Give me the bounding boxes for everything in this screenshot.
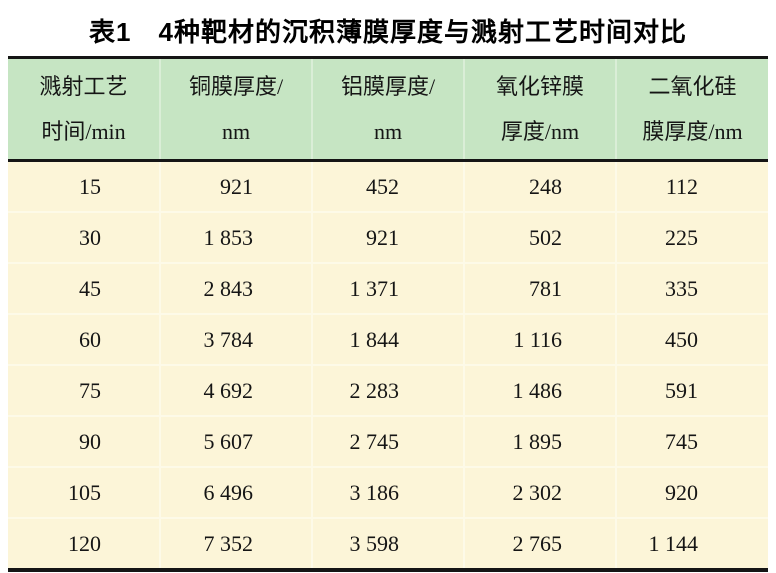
table-row: 90 5 607 2 745 1 895 745 xyxy=(8,415,768,467)
table-row: 105 6 496 3 186 2 302 920 xyxy=(8,466,768,518)
cell-zno: 2 765 xyxy=(463,517,616,570)
cell-cu: 4 692 xyxy=(159,364,312,416)
column-header-line1: 铝膜厚度/ xyxy=(340,74,436,99)
table-row: 75 4 692 2 283 1 486 591 xyxy=(8,364,768,416)
table-row: 45 2 843 1 371 781 335 xyxy=(8,262,768,314)
cell-sio2: 920 xyxy=(615,466,768,518)
cell-zno: 2 302 xyxy=(463,466,616,518)
cell-time: 30 xyxy=(8,211,160,263)
table-title: 表1 4种靶材的沉积薄膜厚度与溅射工艺时间对比 xyxy=(89,17,687,47)
column-header-cu: 铜膜厚度/nm xyxy=(159,57,312,162)
data-table: 溅射工艺 时间/min 铜膜厚度/nm 铝膜厚度/nm 氧化锌膜 厚度/nm 二氧化硅 膜厚度… xyxy=(8,56,768,572)
table-header: 溅射工艺 时间/min 铜膜厚度/nm 铝膜厚度/nm 氧化锌膜 厚度/nm 二氧化硅 膜厚度… xyxy=(8,57,768,162)
cell-time: 90 xyxy=(8,415,160,467)
column-header-line2: 厚度/nm xyxy=(500,119,580,144)
cell-sio2: 450 xyxy=(615,313,768,365)
cell-cu: 3 784 xyxy=(159,313,312,365)
column-header-sio2: 二氧化硅膜厚度/nm xyxy=(615,57,768,162)
cell-zno: 248 xyxy=(463,160,616,212)
cell-sio2: 335 xyxy=(615,262,768,314)
cell-time: 45 xyxy=(8,262,160,314)
cell-cu: 6 496 xyxy=(159,466,312,518)
cell-time: 120 xyxy=(8,517,160,570)
cell-cu: 1 853 xyxy=(159,211,312,263)
cell-zno: 1 486 xyxy=(463,364,616,416)
cell-sio2: 112 xyxy=(615,160,768,212)
cell-time: 60 xyxy=(8,313,160,365)
column-header-line1: 氧化锌膜 xyxy=(495,74,584,99)
cell-zno: 1 116 xyxy=(463,313,616,365)
cell-al: 1 371 xyxy=(311,262,464,314)
cell-zno: 502 xyxy=(463,211,616,263)
column-header-line2: 膜厚度/nm xyxy=(642,119,743,144)
cell-cu: 2 843 xyxy=(159,262,312,314)
table-row: 120 7 352 3 598 2 765 1 144 xyxy=(8,517,768,570)
column-header-line2: 时间/min xyxy=(41,119,126,144)
cell-zno: 781 xyxy=(463,262,616,314)
column-header-time: 溅射工艺时间/min xyxy=(8,57,160,162)
table-row: 15 921 452 248 112 xyxy=(8,160,768,212)
cell-al: 3 186 xyxy=(311,466,464,518)
column-header-zno: 氧化锌膜厚度/nm xyxy=(463,57,616,162)
header-row: 溅射工艺 时间/min 铜膜厚度/nm 铝膜厚度/nm 氧化锌膜 厚度/nm 二氧化硅 膜厚度… xyxy=(8,57,768,162)
cell-cu: 7 352 xyxy=(159,517,312,570)
cell-zno: 1 895 xyxy=(463,415,616,467)
cell-sio2: 745 xyxy=(615,415,768,467)
column-header-line2: nm xyxy=(373,119,403,144)
cell-cu: 921 xyxy=(159,160,312,212)
cell-sio2: 1 144 xyxy=(615,517,768,570)
cell-time: 75 xyxy=(8,364,160,416)
cell-sio2: 225 xyxy=(615,211,768,263)
cell-time: 105 xyxy=(8,466,160,518)
table-row: 30 1 853 921 502 225 xyxy=(8,211,768,263)
cell-al: 921 xyxy=(311,211,464,263)
cell-al: 3 598 xyxy=(311,517,464,570)
cell-sio2: 591 xyxy=(615,364,768,416)
column-header-line1: 二氧化硅 xyxy=(648,74,737,99)
cell-cu: 5 607 xyxy=(159,415,312,467)
cell-al: 1 844 xyxy=(311,313,464,365)
cell-time: 15 xyxy=(8,160,160,212)
column-header-line1: 溅射工艺 xyxy=(39,74,128,99)
table-row: 60 3 784 1 844 1 116 450 xyxy=(8,313,768,365)
table-body: 15 921 452 248 112 30 1 853 921 502 225 45 2 843 1 3… xyxy=(8,160,768,570)
cell-al: 2 745 xyxy=(311,415,464,467)
column-header-al: 铝膜厚度/nm xyxy=(311,57,464,162)
column-header-line2: nm xyxy=(221,119,251,144)
cell-al: 2 283 xyxy=(311,364,464,416)
column-header-line1: 铜膜厚度/ xyxy=(188,74,284,99)
cell-al: 452 xyxy=(311,160,464,212)
